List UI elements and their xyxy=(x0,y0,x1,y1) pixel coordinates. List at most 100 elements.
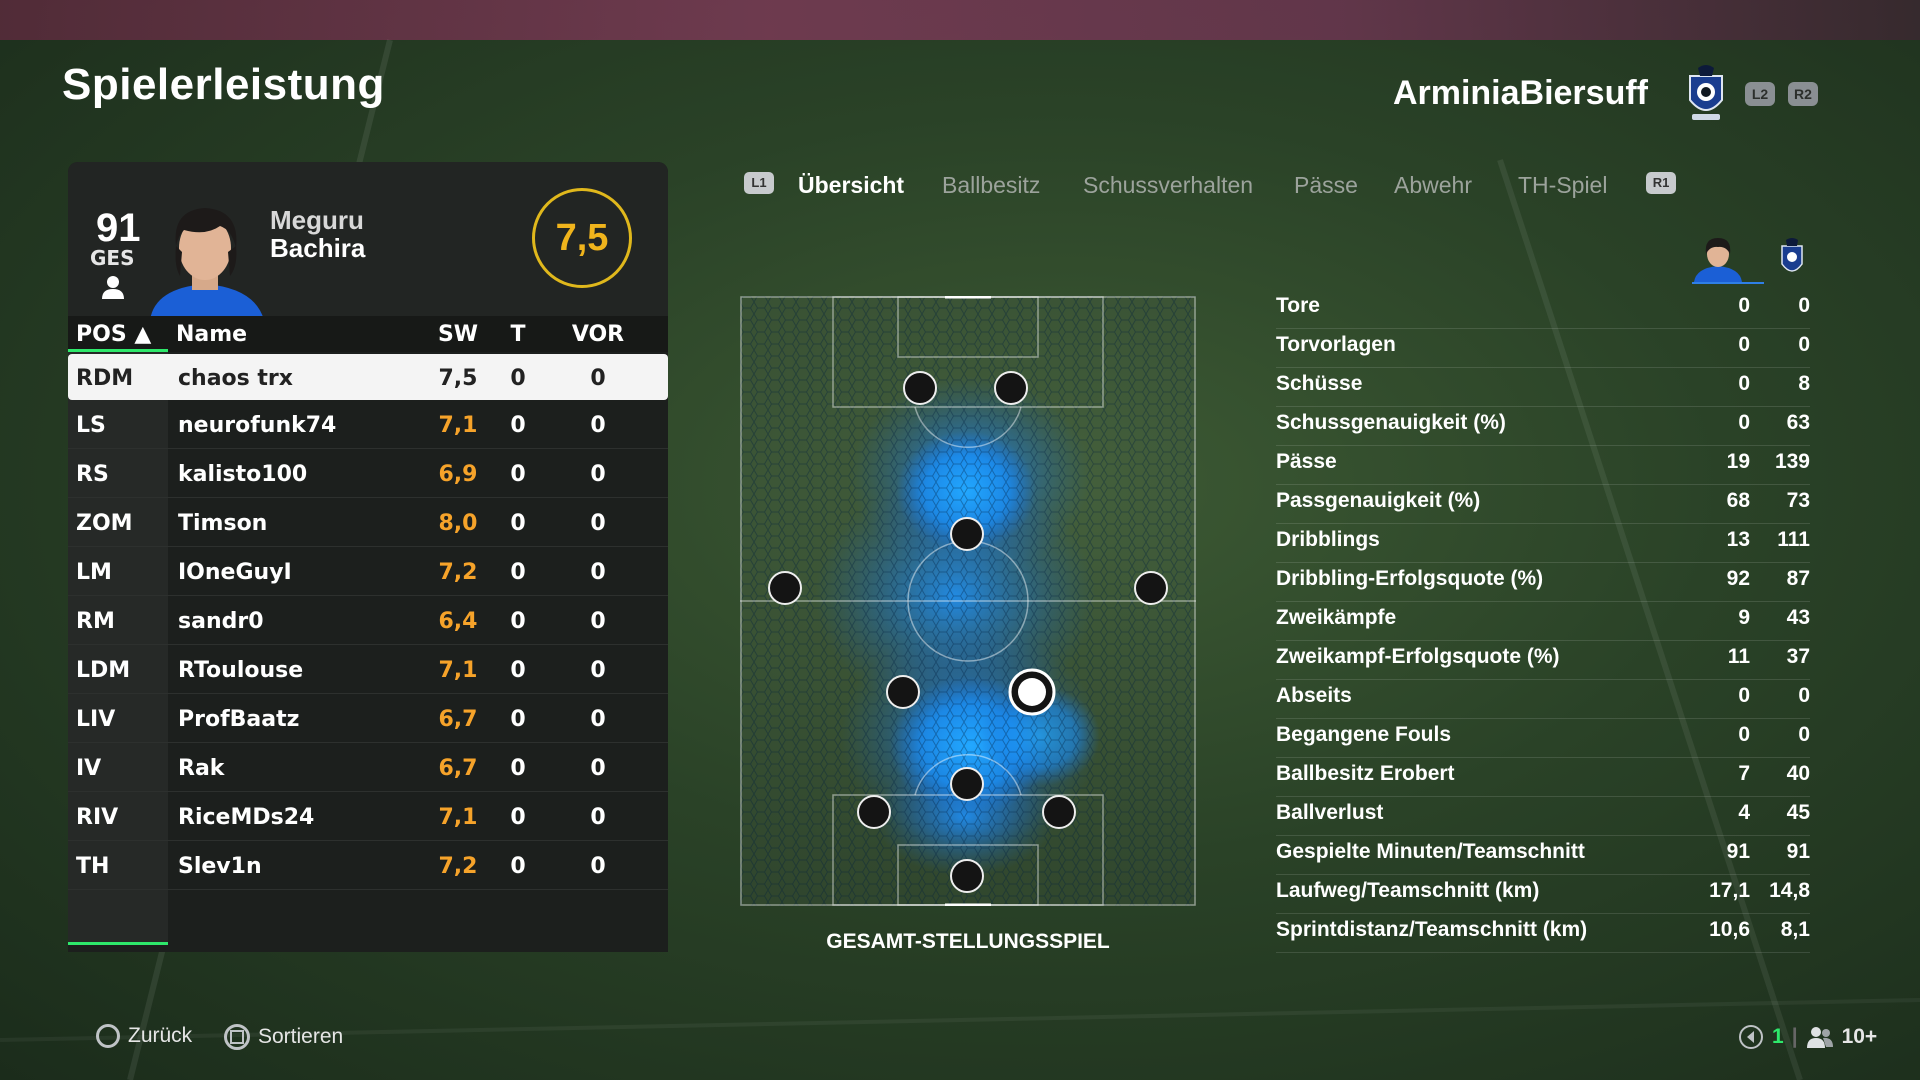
position-dot xyxy=(886,675,920,709)
row-t: 0 xyxy=(510,854,526,879)
table-row[interactable]: IV Rak 6,7 0 0 xyxy=(68,744,668,792)
position-dot xyxy=(1042,795,1076,829)
row-sw: 6,4 xyxy=(438,609,478,634)
stat-row: Ballbesitz Erobert 7 40 xyxy=(1276,758,1810,797)
row-sw: 7,1 xyxy=(438,805,478,830)
stat-row: Abseits 0 0 xyxy=(1276,680,1810,719)
heatmap-pitch xyxy=(740,296,1196,906)
row-sw: 7,2 xyxy=(438,854,478,879)
row-t: 0 xyxy=(510,609,526,634)
stat-row: Zweikämpfe 9 43 xyxy=(1276,602,1810,641)
stat-row: Torvorlagen 0 0 xyxy=(1276,329,1810,368)
stat-row: Laufweg/Teamschnitt (km) 17,1 14,8 xyxy=(1276,875,1810,914)
table-row[interactable]: LM IOneGuyI 7,2 0 0 xyxy=(68,548,668,596)
tab-ballbesitz[interactable]: Ballbesitz xyxy=(942,172,1041,198)
stat-row: Ballverlust 4 45 xyxy=(1276,797,1810,836)
position-dot xyxy=(994,371,1028,405)
row-vor: 0 xyxy=(590,756,606,781)
player-last-name: Bachira xyxy=(270,233,366,263)
table-row[interactable]: RIV RiceMDs24 7,1 0 0 xyxy=(68,793,668,841)
header-name[interactable]: Name xyxy=(176,322,248,347)
tab-paesse[interactable]: Pässe xyxy=(1294,172,1358,198)
player-first-name: Meguru xyxy=(270,205,364,235)
header-sw[interactable]: SW xyxy=(437,322,479,347)
row-vor: 0 xyxy=(590,658,606,683)
player-position-dots xyxy=(768,371,1168,893)
team-crest-icon xyxy=(1689,65,1723,120)
tab-uebersicht[interactable]: Übersicht xyxy=(798,172,905,198)
stat-row: Passgenauigkeit (%) 68 73 xyxy=(1276,485,1810,524)
tab-schussverhalten[interactable]: Schussverhalten xyxy=(1083,172,1254,198)
row-vor: 0 xyxy=(590,511,606,536)
row-name: kalisto100 xyxy=(178,462,308,487)
row-name: Slev1n xyxy=(178,854,262,879)
row-name: Rak xyxy=(178,756,225,781)
table-row[interactable]: LIV ProfBaatz 6,7 0 0 xyxy=(68,695,668,743)
player-name: Meguru Bachira xyxy=(270,206,365,262)
players-icon xyxy=(1806,1027,1833,1048)
position-dot xyxy=(950,517,984,551)
row-pos: LS xyxy=(76,413,106,438)
header-vor[interactable]: VOR xyxy=(571,322,625,347)
user-icon xyxy=(102,276,124,299)
header-t[interactable]: T xyxy=(510,322,526,347)
table-row[interactable]: ZOM Timson 8,0 0 0 xyxy=(68,499,668,547)
table-row[interactable]: LS neurofunk74 7,1 0 0 xyxy=(68,401,668,449)
position-dot xyxy=(768,571,802,605)
position-dot xyxy=(903,371,937,405)
team-crest-small-icon xyxy=(1781,238,1803,272)
back-button[interactable]: Zurück xyxy=(96,1024,192,1048)
speaker-icon xyxy=(1739,1025,1763,1049)
row-vor: 0 xyxy=(590,366,606,391)
scroll-indicator xyxy=(68,942,168,945)
row-vor: 0 xyxy=(590,413,606,438)
stat-row: Tore 0 0 xyxy=(1276,290,1810,329)
position-dot xyxy=(950,767,984,801)
table-row[interactable]: RS kalisto100 6,9 0 0 xyxy=(68,450,668,498)
row-vor: 0 xyxy=(590,854,606,879)
circle-button-icon xyxy=(96,1024,120,1048)
position-dot xyxy=(1134,571,1168,605)
l2-button[interactable]: L2 xyxy=(1745,82,1775,106)
position-dot xyxy=(857,795,891,829)
row-t: 0 xyxy=(510,658,526,683)
row-pos: IV xyxy=(76,756,102,781)
row-vor: 0 xyxy=(590,560,606,585)
row-vor: 0 xyxy=(590,462,606,487)
row-pos: LDM xyxy=(76,658,131,683)
position-dot xyxy=(950,859,984,893)
row-name: IOneGuyI xyxy=(178,560,292,585)
header-pos[interactable]: POS ▲ xyxy=(76,322,152,347)
table-row[interactable]: TH Slev1n 7,2 0 0 xyxy=(68,842,668,890)
square-button-icon xyxy=(224,1024,250,1050)
row-sw: 6,9 xyxy=(438,462,478,487)
heatmap-label: GESAMT-STELLUNGSSPIEL xyxy=(826,930,1110,953)
table-row[interactable]: LDM RToulouse 7,1 0 0 xyxy=(68,646,668,694)
table-row[interactable]: RM sandr0 6,4 0 0 xyxy=(68,597,668,645)
sort-button[interactable]: Sortieren xyxy=(224,1024,343,1050)
table-header: POS ▲ Name SW T VOR xyxy=(68,316,668,352)
stat-row: Dribbling-Erfolgsquote (%) 92 87 xyxy=(1276,563,1810,602)
row-pos: RIV xyxy=(76,805,119,830)
row-vor: 0 xyxy=(590,609,606,634)
row-pos: ZOM xyxy=(76,511,133,536)
table-row[interactable]: RDM chaos trx 7,5 0 0 xyxy=(68,354,668,400)
row-t: 0 xyxy=(510,756,526,781)
row-t: 0 xyxy=(510,511,526,536)
row-sw: 6,7 xyxy=(438,707,478,732)
player-rating-ring: 7,5 xyxy=(532,188,632,288)
team-name: ArminiaBiersuff xyxy=(1392,74,1648,112)
row-pos: LM xyxy=(76,560,112,585)
row-pos: TH xyxy=(76,854,110,879)
row-sw: 7,5 xyxy=(438,366,478,391)
tab-th-spiel[interactable]: TH-Spiel xyxy=(1518,172,1608,198)
row-t: 0 xyxy=(510,366,526,391)
r1-button[interactable]: R1 xyxy=(1646,172,1676,194)
players-count: 10+ xyxy=(1841,1025,1878,1048)
l1-button[interactable]: L1 xyxy=(744,172,774,194)
row-pos: RS xyxy=(76,462,109,487)
tab-abwehr[interactable]: Abwehr xyxy=(1394,172,1472,198)
r2-button[interactable]: R2 xyxy=(1788,82,1818,106)
row-name: RToulouse xyxy=(178,658,304,683)
row-t: 0 xyxy=(510,560,526,585)
